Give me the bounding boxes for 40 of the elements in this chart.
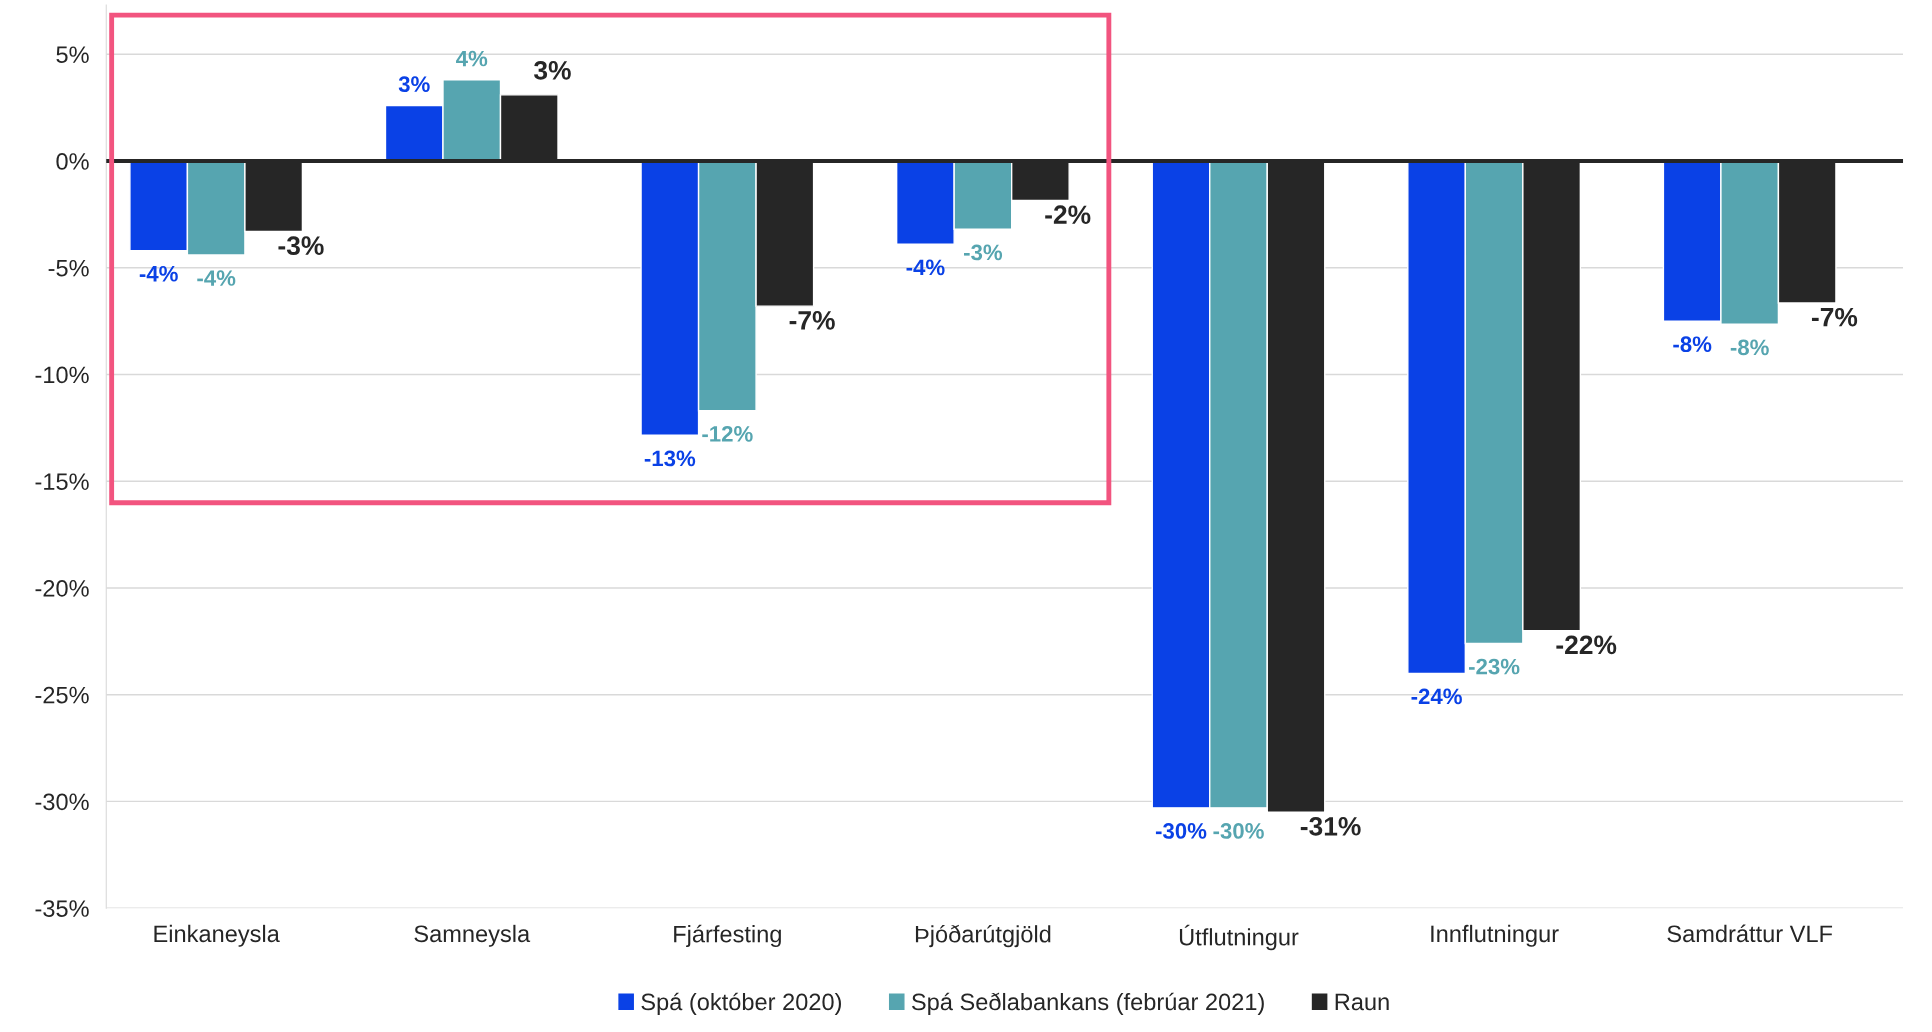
y-tick-label: 5% [56, 46, 89, 64]
x-tick-label: Fjárfesting [674, 924, 781, 948]
data-label: -8% [1730, 339, 1769, 356]
data-label: -30% [1213, 823, 1264, 839]
data-label: -31% [1300, 816, 1361, 836]
legend-label: Spá (október 2020) [641, 992, 841, 1015]
y-tick-label: -25% [35, 686, 89, 704]
x-tick-label: Útflutningur [1179, 924, 1299, 951]
data-label: 3% [533, 60, 571, 80]
data-label: -4% [197, 270, 236, 286]
y-tick-label: -35% [35, 900, 89, 917]
x-tick-label: Einkaneysla [154, 924, 280, 947]
data-label: -13% [644, 450, 696, 467]
data-label: -3% [278, 236, 324, 256]
data-label: -2% [1045, 205, 1091, 224]
x-tick-label: Samdráttur VLF [1667, 924, 1833, 943]
data-label: -30% [1155, 823, 1207, 839]
y-tick-label: -10% [35, 366, 89, 384]
data-label: -22% [1556, 635, 1617, 655]
data-label: -8% [1673, 336, 1712, 353]
x-tick-label: Þjóðarútgjöld [915, 924, 1051, 948]
y-tick-label: -15% [35, 473, 89, 490]
data-label: -7% [789, 311, 835, 330]
legend-label: Raun [1335, 993, 1389, 1011]
y-tick-label: -20% [35, 580, 89, 597]
data-label: -12% [702, 425, 753, 442]
data-label: -23% [1469, 658, 1520, 675]
data-label: -24% [1411, 688, 1462, 705]
y-tick-label: -5% [48, 259, 89, 277]
x-tick-label: Innflutningur [1431, 924, 1559, 947]
legend-label: Spá Seðlabankans (febrúar 2021) [911, 992, 1264, 1015]
y-tick-label: 0% [56, 153, 89, 170]
data-label: -3% [964, 244, 1003, 261]
data-label: 3% [398, 76, 430, 93]
data-label: 4% [456, 50, 488, 67]
data-label: -4% [906, 259, 945, 276]
y-tick-label: -30% [35, 793, 89, 811]
x-tick-label: Samneysla [414, 924, 531, 947]
data-label: -7% [1811, 307, 1858, 327]
data-label: -4% [139, 265, 178, 282]
